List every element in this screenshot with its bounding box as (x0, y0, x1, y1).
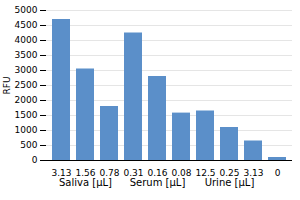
svg-text:RFU: RFU (2, 76, 12, 94)
svg-text:0: 0 (32, 155, 38, 165)
svg-text:500: 500 (20, 140, 37, 150)
svg-text:3500: 3500 (15, 50, 38, 60)
svg-text:0: 0 (275, 168, 281, 178)
svg-text:Saliva [µL]: Saliva [µL] (59, 177, 112, 188)
html-text:3.13 1.56 0.78 0.31 0.16 0.08: 3.13 1.56 0.78 0.31 0.16 0.08 12.5 0.25 … (51, 167, 264, 178)
svg-text:3000: 3000 (15, 65, 38, 75)
svg-text:1500: 1500 (15, 110, 38, 120)
svg-text:2000: 2000 (15, 95, 38, 105)
svg-text:Serum [µL]: Serum [µL] (130, 177, 186, 188)
svg-text:4500: 4500 (15, 20, 38, 30)
svg-text:Urine [µL]: Urine [µL] (205, 177, 255, 188)
svg-text:1000: 1000 (15, 125, 38, 135)
svg-text:5000: 5000 (15, 5, 38, 15)
svg-text:4000: 4000 (15, 35, 38, 45)
svg-text:2500: 2500 (15, 80, 38, 90)
